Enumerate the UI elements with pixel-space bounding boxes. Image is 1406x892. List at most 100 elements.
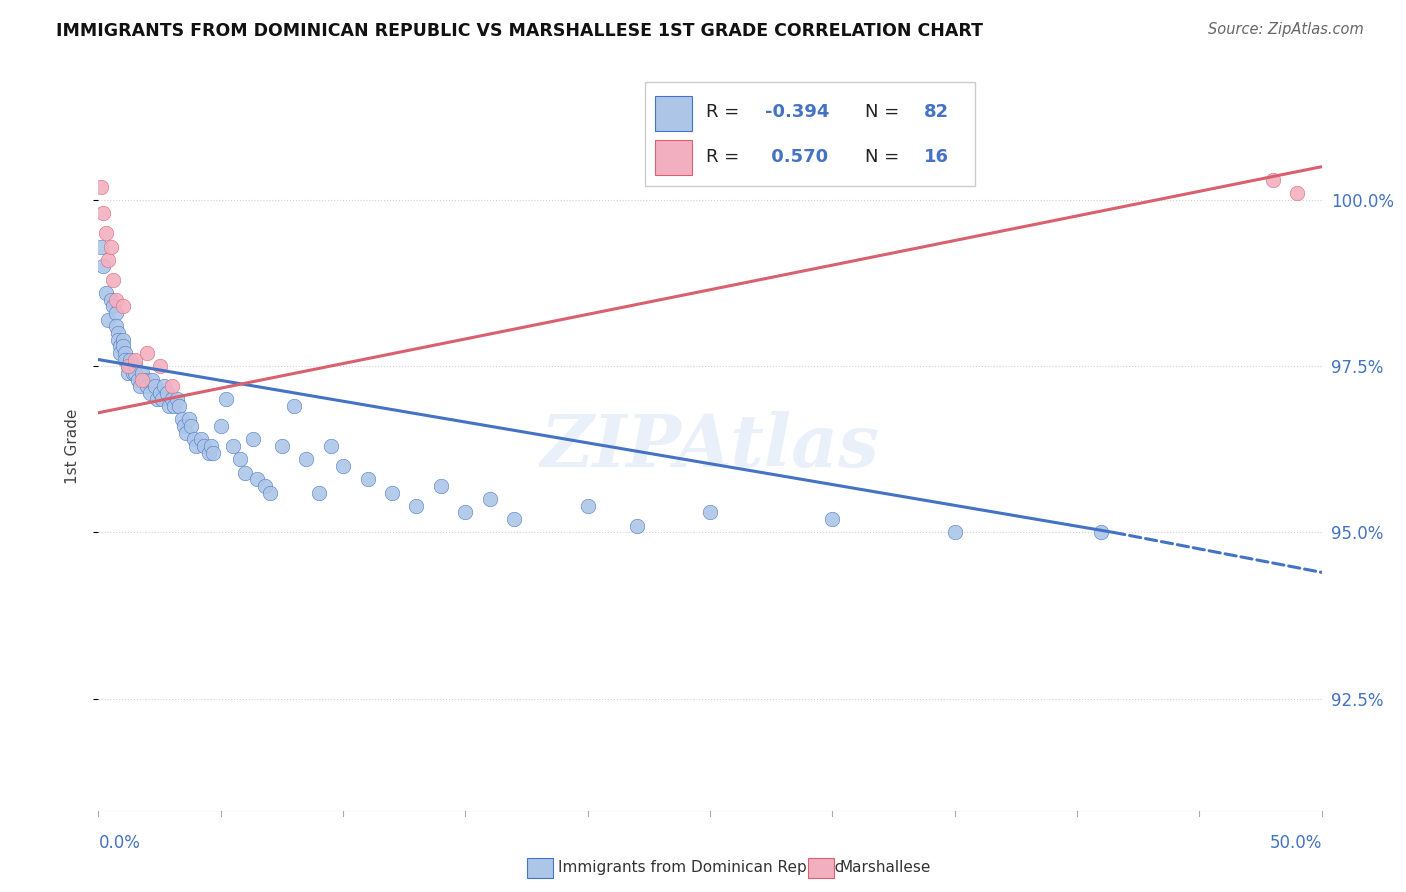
- Point: [626, 518, 648, 533]
- Point: [107, 326, 129, 340]
- Point: [91, 260, 114, 274]
- Point: [576, 499, 599, 513]
- Point: [233, 466, 256, 480]
- Point: [167, 399, 190, 413]
- Point: [295, 452, 318, 467]
- Point: [197, 445, 219, 459]
- Point: [100, 239, 122, 253]
- Point: [143, 379, 166, 393]
- Point: [149, 385, 172, 400]
- Point: [131, 372, 153, 386]
- Text: 16: 16: [924, 148, 949, 166]
- Point: [222, 439, 245, 453]
- Point: [117, 366, 139, 380]
- Text: 82: 82: [924, 103, 949, 120]
- Point: [214, 392, 236, 407]
- Point: [202, 445, 225, 459]
- Point: [110, 346, 132, 360]
- Point: [478, 492, 501, 507]
- Point: [1261, 173, 1284, 187]
- Point: [90, 239, 112, 253]
- Point: [319, 439, 342, 453]
- Point: [94, 286, 117, 301]
- Point: [91, 206, 114, 220]
- Y-axis label: 1st Grade: 1st Grade: [65, 409, 80, 483]
- Point: [1286, 186, 1309, 201]
- Point: [177, 412, 200, 426]
- Point: [136, 346, 159, 360]
- Point: [111, 339, 134, 353]
- Point: [149, 359, 172, 374]
- Point: [104, 293, 127, 307]
- Text: 0.0%: 0.0%: [98, 834, 141, 852]
- Point: [259, 485, 281, 500]
- Point: [454, 506, 477, 520]
- Point: [117, 359, 139, 374]
- Point: [503, 512, 526, 526]
- Point: [283, 399, 305, 413]
- Point: [134, 372, 156, 386]
- Text: Source: ZipAtlas.com: Source: ZipAtlas.com: [1208, 22, 1364, 37]
- Point: [104, 306, 127, 320]
- Point: [183, 433, 205, 447]
- Point: [150, 392, 173, 407]
- Point: [381, 485, 404, 500]
- Point: [104, 319, 127, 334]
- Point: [176, 425, 198, 440]
- Point: [97, 312, 120, 326]
- Point: [127, 372, 149, 386]
- Point: [180, 419, 202, 434]
- Point: [229, 452, 252, 467]
- Point: [141, 372, 163, 386]
- Point: [121, 366, 143, 380]
- Point: [193, 439, 215, 453]
- Point: [1090, 525, 1112, 540]
- Point: [332, 458, 354, 473]
- FancyBboxPatch shape: [655, 140, 692, 176]
- Point: [430, 479, 453, 493]
- Point: [699, 506, 721, 520]
- Point: [90, 179, 112, 194]
- Text: ZIPAtlas: ZIPAtlas: [541, 410, 879, 482]
- Text: N =: N =: [865, 148, 905, 166]
- Point: [101, 299, 124, 313]
- Point: [356, 472, 378, 486]
- Point: [120, 359, 142, 374]
- Point: [107, 333, 129, 347]
- Point: [242, 433, 264, 447]
- FancyBboxPatch shape: [645, 82, 976, 186]
- Point: [100, 293, 122, 307]
- Point: [308, 485, 330, 500]
- Point: [94, 226, 117, 240]
- Point: [153, 379, 176, 393]
- Point: [97, 252, 120, 267]
- Point: [124, 366, 146, 380]
- Point: [101, 273, 124, 287]
- Point: [124, 359, 146, 374]
- Point: [120, 352, 142, 367]
- Point: [186, 439, 208, 453]
- Point: [190, 433, 212, 447]
- Point: [160, 379, 183, 393]
- Text: Marshallese: Marshallese: [839, 860, 931, 874]
- Text: R =: R =: [706, 148, 745, 166]
- Point: [111, 333, 134, 347]
- Point: [270, 439, 294, 453]
- Point: [209, 419, 232, 434]
- Point: [253, 479, 276, 493]
- Text: 50.0%: 50.0%: [1270, 834, 1322, 852]
- FancyBboxPatch shape: [655, 96, 692, 131]
- Text: 0.570: 0.570: [765, 148, 828, 166]
- Point: [117, 359, 139, 374]
- Point: [246, 472, 269, 486]
- Point: [160, 392, 183, 407]
- Point: [943, 525, 966, 540]
- Point: [157, 399, 180, 413]
- Point: [200, 439, 222, 453]
- Text: IMMIGRANTS FROM DOMINICAN REPUBLIC VS MARSHALLESE 1ST GRADE CORRELATION CHART: IMMIGRANTS FROM DOMINICAN REPUBLIC VS MA…: [56, 22, 983, 40]
- Point: [114, 346, 136, 360]
- Point: [111, 299, 134, 313]
- Point: [129, 379, 152, 393]
- Point: [139, 385, 162, 400]
- Point: [170, 412, 193, 426]
